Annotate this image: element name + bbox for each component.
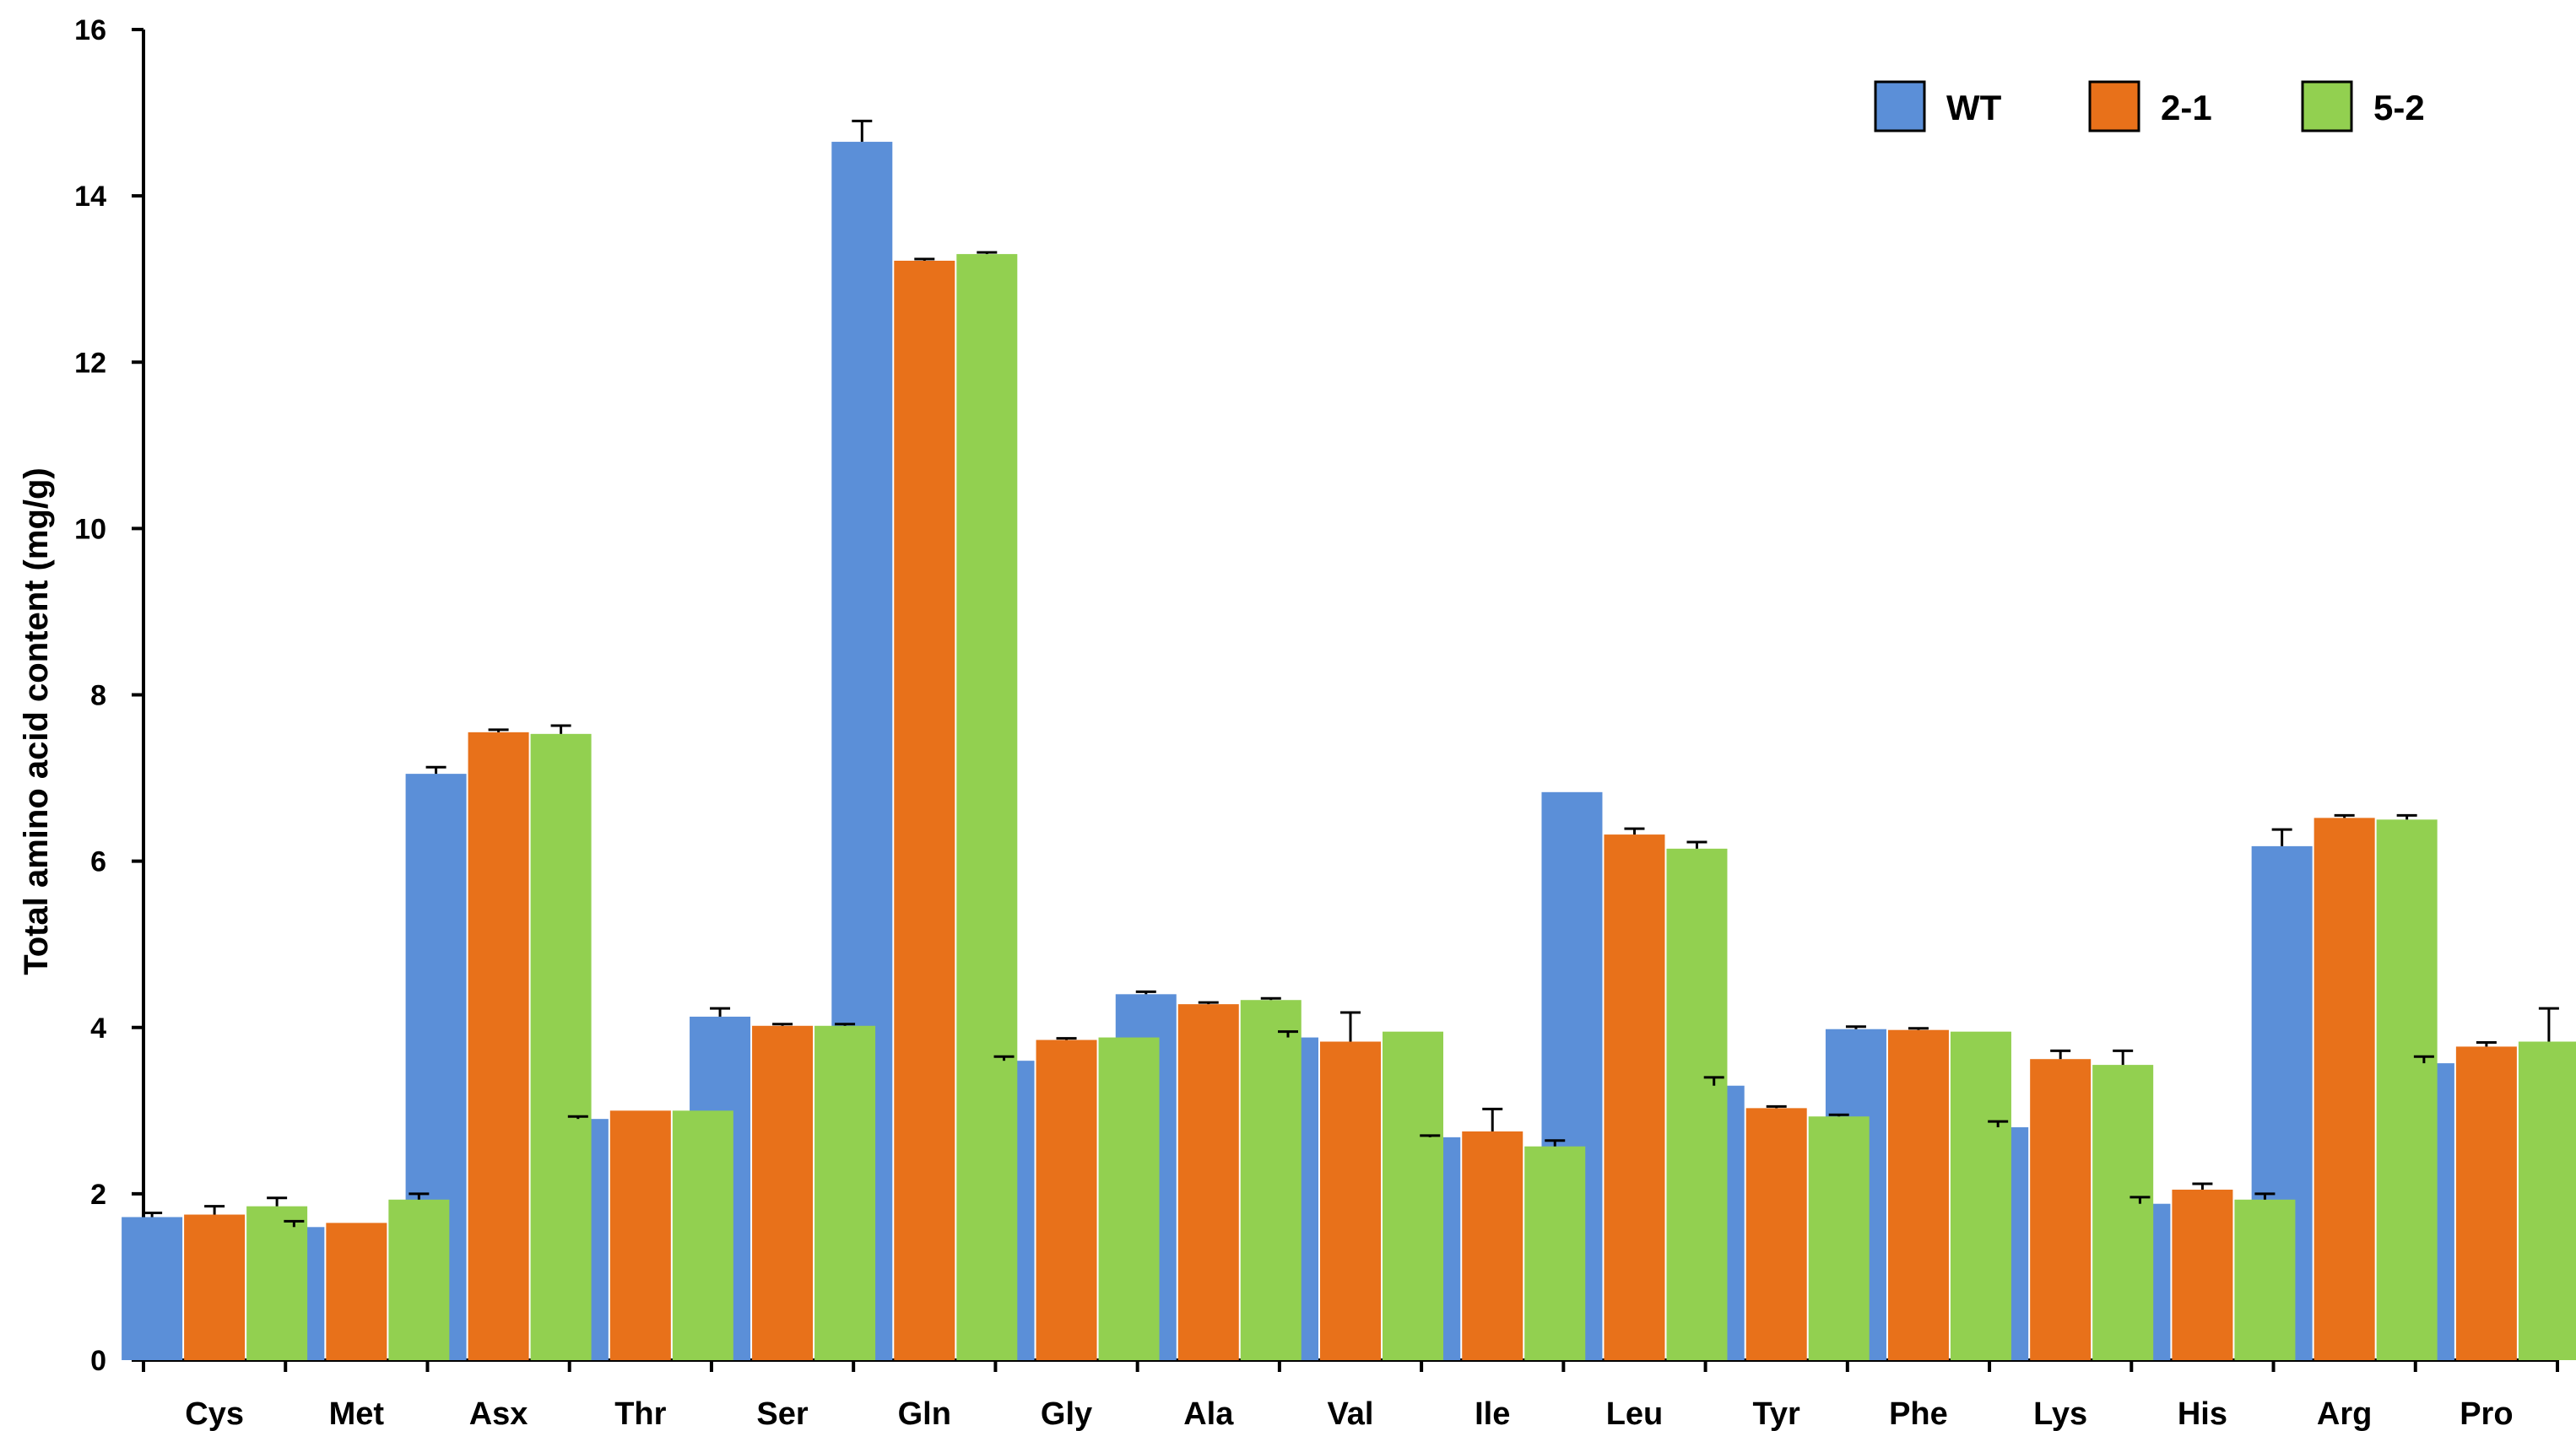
legend-label: 5-2: [2373, 88, 2425, 127]
y-tick-label: 8: [90, 680, 106, 712]
legend-swatch: [2088, 80, 2140, 132]
bar: [1036, 1040, 1097, 1360]
y-axis-title: Total amino acid content (mg/g): [18, 467, 55, 975]
bar: [1462, 1131, 1523, 1360]
x-tick-label: Cys: [185, 1396, 244, 1431]
y-tick-label: 2: [90, 1179, 106, 1211]
bar: [1808, 1116, 1870, 1360]
x-tick-label: Tyr: [1753, 1396, 1801, 1431]
x-tick-label: Val: [1328, 1396, 1374, 1431]
bar: [1745, 1108, 1807, 1360]
x-tick-label: Thr: [614, 1396, 666, 1431]
x-tick-label: Gly: [1041, 1396, 1092, 1431]
bar: [672, 1110, 733, 1360]
bar: [388, 1199, 450, 1360]
bar: [2376, 819, 2438, 1360]
y-tick-label: 16: [74, 14, 106, 46]
bar: [1383, 1031, 1443, 1360]
y-tick-label: 4: [90, 1012, 106, 1045]
x-tick-label: Gln: [898, 1396, 951, 1431]
bar: [1887, 1029, 1949, 1360]
bar: [184, 1214, 246, 1360]
bar: [2030, 1059, 2092, 1360]
x-tick-label: His: [2178, 1396, 2227, 1431]
x-tick-label: Ile: [1475, 1396, 1510, 1431]
x-tick-label: Arg: [2317, 1396, 2372, 1431]
bar: [2455, 1046, 2517, 1360]
x-axis-ticks: Cys Met Asx Thr Ser Gln Gly Ala Val Ile Leu Tyr Phe L…: [142, 1360, 2559, 1431]
legend-swatch: [2301, 80, 2353, 132]
bar: [122, 1217, 183, 1360]
bar: [2314, 818, 2375, 1360]
bar: [1240, 1000, 1302, 1360]
legend-label: WT: [1946, 88, 2002, 127]
bar: [2172, 1189, 2233, 1360]
error-bars: [142, 119, 2559, 1228]
bar: [326, 1223, 387, 1360]
bar: [2518, 1041, 2576, 1360]
bar: [2092, 1065, 2154, 1360]
legend-swatch: [1874, 80, 1926, 132]
y-tick-label: 10: [74, 513, 106, 545]
bar: [1666, 848, 1728, 1360]
bar: [814, 1025, 876, 1360]
bar: [752, 1025, 814, 1360]
y-tick-label: 0: [90, 1345, 106, 1377]
x-tick-label: Asx: [469, 1396, 528, 1431]
x-tick-label: Met: [329, 1396, 385, 1431]
x-tick-label: Pro: [2460, 1396, 2513, 1431]
y-tick-label: 6: [90, 846, 106, 878]
bar: [530, 733, 592, 1360]
bar: [1524, 1146, 1586, 1360]
bar: [246, 1206, 308, 1360]
legend-label: 2-1: [2161, 88, 2212, 127]
x-tick-label: Phe: [1889, 1396, 1948, 1431]
x-tick-label: Lys: [2033, 1396, 2087, 1431]
x-tick-label: Ala: [1183, 1396, 1234, 1431]
bar: [1098, 1037, 1160, 1360]
legend: WT 2-1 5-2: [1874, 80, 2425, 132]
y-tick-label: 12: [74, 347, 106, 379]
y-axis-ticks: 0 2 4 6 8 10 12 14 16: [74, 14, 143, 1377]
bar: [1604, 834, 1665, 1360]
bar: [1320, 1041, 1381, 1360]
bar: [1950, 1031, 2011, 1360]
y-tick-label: 14: [74, 181, 106, 213]
bar: [468, 732, 529, 1360]
bar: [894, 261, 955, 1360]
bar: [956, 254, 1018, 1360]
x-tick-label: Leu: [1606, 1396, 1664, 1431]
x-tick-label: Ser: [756, 1396, 808, 1431]
bars: [122, 142, 2576, 1361]
bar: [1177, 1004, 1239, 1360]
bar: [609, 1110, 671, 1360]
bar: [2234, 1199, 2296, 1360]
